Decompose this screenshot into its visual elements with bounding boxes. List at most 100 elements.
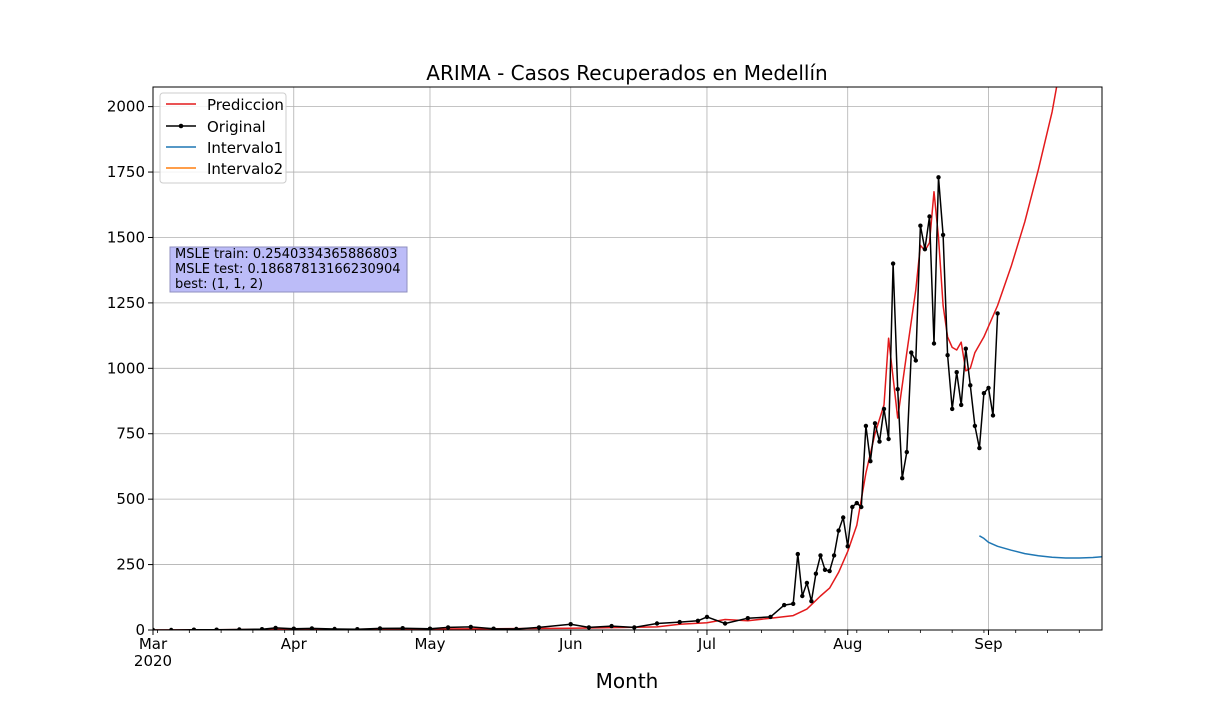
data-point-original <box>836 528 841 533</box>
data-point-original <box>895 387 900 392</box>
data-point-original <box>922 247 928 252</box>
data-point-original <box>818 553 823 558</box>
stats-box: MSLE train: 0.2540334365886803 MSLE test… <box>169 246 408 293</box>
y-tick-label: 0 <box>135 621 145 639</box>
series-intervalo1 <box>979 535 1102 559</box>
data-point-original <box>986 385 991 391</box>
data-point-original <box>913 358 918 363</box>
legend-label-original: Original <box>207 118 266 136</box>
data-point-original <box>981 391 987 396</box>
y-tick-label: 1250 <box>107 294 145 312</box>
data-point-original <box>704 614 710 620</box>
data-point-original <box>468 624 473 630</box>
data-point-original <box>795 551 800 557</box>
data-point-original <box>831 553 837 558</box>
data-point-original <box>791 601 796 606</box>
data-point-original <box>854 500 859 506</box>
data-point-original <box>927 214 932 219</box>
data-point-original <box>877 439 882 444</box>
data-point-original <box>677 619 682 625</box>
series-line-intervalo1 <box>979 535 1102 559</box>
data-point-original <box>872 421 878 426</box>
data-point-original <box>782 602 787 608</box>
y-axis: 0 250 500 750 1000 1250 1500 1750 2000 <box>107 98 153 639</box>
series-layer <box>153 87 1102 630</box>
x-tick-label: Jul <box>697 635 716 653</box>
data-point-original <box>995 311 1000 316</box>
data-point-original <box>881 406 887 412</box>
data-point-original <box>809 599 814 604</box>
data-point-original <box>909 350 914 355</box>
data-point-original <box>963 346 968 351</box>
x-tick-label: May <box>414 635 445 653</box>
data-point-original <box>804 580 810 586</box>
data-point-original <box>886 436 891 442</box>
data-point-original <box>445 625 451 630</box>
data-point-original <box>377 626 383 630</box>
series-prediccion <box>153 87 1058 630</box>
data-point-original <box>214 627 219 630</box>
series-original <box>153 175 1000 630</box>
data-point-original <box>990 413 996 418</box>
data-point-original <box>568 622 573 627</box>
series-line-prediccion <box>153 87 1058 630</box>
data-point-original <box>890 261 896 266</box>
plot-frame <box>152 86 1103 631</box>
data-point-original <box>863 423 869 429</box>
x-axis-label: Month <box>596 669 659 693</box>
data-point-original <box>695 618 701 623</box>
data-point-original <box>514 626 519 630</box>
x-tick-sublabel: 2020 <box>134 652 172 670</box>
plot-area <box>153 87 1102 630</box>
data-point-original <box>536 625 542 630</box>
stats-best-order: best: (1, 1, 2) <box>175 277 263 292</box>
data-point-original <box>273 625 278 630</box>
y-tick-label: 1750 <box>107 163 145 181</box>
data-point-original <box>931 341 937 346</box>
stats-msle-test: MSLE test: 0.18687813166230904 <box>175 262 401 277</box>
data-point-original <box>237 627 242 630</box>
data-point-original <box>400 626 405 630</box>
data-point-original <box>491 626 496 630</box>
data-point-original <box>153 627 156 630</box>
data-point-original <box>827 568 832 574</box>
data-point-original <box>332 626 337 630</box>
data-point-original <box>169 627 174 630</box>
data-point-original <box>977 445 982 451</box>
data-point-original <box>586 625 592 630</box>
data-point-original <box>191 627 197 630</box>
stats-box-background <box>169 246 408 293</box>
data-point-original <box>813 571 819 576</box>
y-tick-label: 2000 <box>107 98 145 116</box>
data-point-original <box>904 449 909 455</box>
stats-msle-train: MSLE train: 0.2540334365886803 <box>175 247 398 262</box>
data-point-original <box>722 621 728 626</box>
data-point-original <box>800 593 805 599</box>
data-point-original <box>868 459 873 464</box>
data-point-original <box>841 515 846 520</box>
x-tick-label: Apr <box>281 635 308 653</box>
data-point-original <box>968 383 973 388</box>
data-point-original <box>940 232 946 238</box>
x-tick-label: Sep <box>974 635 1002 653</box>
data-point-original <box>945 353 950 358</box>
data-point-original <box>654 621 660 626</box>
data-point-original <box>918 223 923 228</box>
data-point-original <box>900 476 905 481</box>
data-point-original <box>822 567 828 572</box>
data-point-original <box>427 626 433 630</box>
data-point-original <box>850 504 855 510</box>
data-point-original <box>632 625 637 630</box>
y-tick-label: 1500 <box>107 228 145 246</box>
legend-frame <box>159 92 287 184</box>
data-point-original <box>859 504 864 510</box>
legend-label-prediccion: Prediccion <box>207 96 284 114</box>
legend-marker-original <box>178 123 184 129</box>
data-point-original <box>959 402 964 408</box>
data-point-original <box>309 626 315 630</box>
data-point-original <box>291 626 296 630</box>
legend-label-intervalo1: Intervalo1 <box>207 139 283 157</box>
